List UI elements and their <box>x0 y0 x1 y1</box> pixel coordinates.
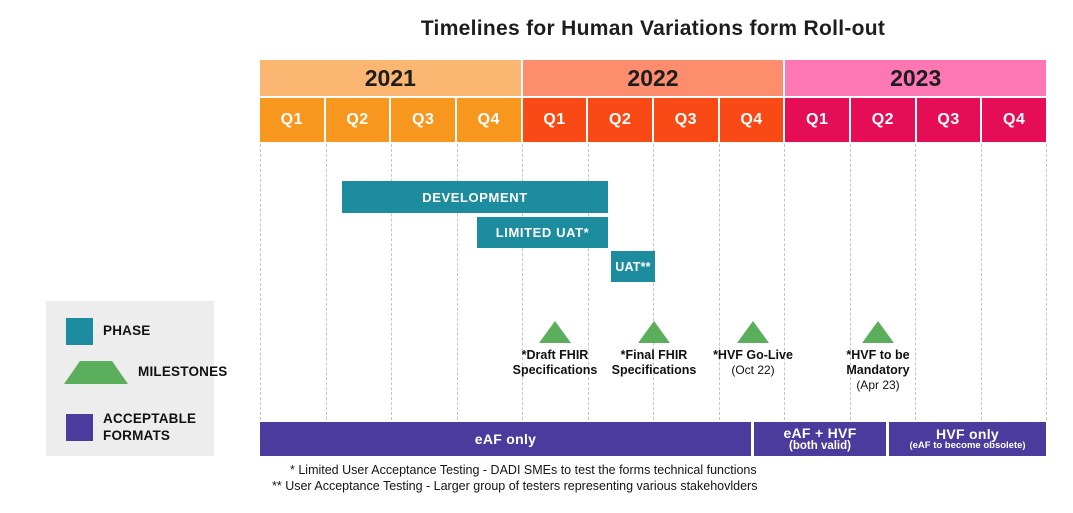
quarter-cell-2021-q1: Q1 <box>260 98 324 142</box>
formats-swatch-icon <box>66 414 93 442</box>
legend-item-phase: PHASE <box>66 318 151 345</box>
phase-bar-limited-uat: LIMITED UAT* <box>477 217 608 248</box>
page-title: Timelines for Human Variations form Roll… <box>420 17 886 40</box>
phase-bar-uat: UAT** <box>611 251 655 282</box>
year-header-2023: 2023 <box>785 60 1047 96</box>
milestone-triangle-icon <box>862 321 894 343</box>
phase-swatch-icon <box>66 318 93 345</box>
gridline <box>457 144 458 420</box>
quarter-cell-2021-q3: Q3 <box>391 98 456 142</box>
milestone-label-final-fhir: *Final FHIR Specifications <box>611 348 697 377</box>
gridline <box>719 144 720 420</box>
year-header-2022: 2022 <box>522 60 784 96</box>
legend: PHASE MILESTONES ACCEPTABLE FORMATS <box>46 301 227 456</box>
year-header-row: 2021 2022 2023 <box>260 60 1047 96</box>
quarter-cell-2021-q4: Q4 <box>457 98 521 142</box>
footnote-limited-uat: * Limited User Acceptance Testing - DADI… <box>290 463 757 477</box>
gridline <box>981 144 982 420</box>
milestone-triangle-icon <box>638 321 670 343</box>
gridline <box>784 144 785 420</box>
milestone-label-hvf-golive: *HVF Go-Live (Oct 22) <box>713 348 793 377</box>
milestone-label-draft-fhir: *Draft FHIR Specifications <box>512 348 598 377</box>
legend-item-formats: ACCEPTABLE FORMATS <box>66 411 196 445</box>
formats-segment-eaf-plus-hvf: eAF + HVF (both valid) <box>754 422 886 456</box>
gridline <box>391 144 392 420</box>
footnote-uat: ** User Acceptance Testing - Larger grou… <box>272 479 758 493</box>
quarter-cell-2023-q4: Q4 <box>982 98 1047 142</box>
legend-item-milestones: MILESTONES <box>64 361 228 384</box>
milestone-triangle-icon <box>737 321 769 343</box>
phase-bar-development: DEVELOPMENT <box>342 181 608 213</box>
gridline <box>653 144 654 420</box>
gridline <box>326 144 327 420</box>
legend-phase-label: PHASE <box>103 323 151 339</box>
quarter-cell-2021-q2: Q2 <box>325 98 390 142</box>
legend-formats-label: ACCEPTABLE FORMATS <box>103 411 197 443</box>
quarter-cell-2022-q3: Q3 <box>654 98 718 142</box>
quarter-cell-2022-q1: Q1 <box>522 98 587 142</box>
gridline <box>260 144 261 420</box>
year-header-2021: 2021 <box>260 60 521 96</box>
gridline <box>588 144 589 420</box>
gridline <box>522 144 523 420</box>
gridline <box>915 144 916 420</box>
formats-segment-eaf-only: eAF only <box>260 422 751 456</box>
gridline <box>850 144 851 420</box>
legend-milestones-label: MILESTONES <box>138 364 228 380</box>
quarter-cell-2023-q3: Q3 <box>916 98 981 142</box>
quarter-header-row: Q1 Q2 Q3 Q4 Q1 Q2 Q3 Q4 Q1 Q2 Q3 Q4 <box>260 98 1047 142</box>
formats-segment-hvf-only: HVF only (eAF to become obsolete) <box>889 422 1046 456</box>
milestone-triangle-icon <box>539 321 571 343</box>
quarter-cell-2023-q1: Q1 <box>785 98 850 142</box>
gridline <box>1046 144 1047 420</box>
quarter-cell-2022-q4: Q4 <box>719 98 784 142</box>
milestone-label-hvf-mandatory: *HVF to be Mandatory (Apr 23) <box>846 348 910 392</box>
quarter-cell-2022-q2: Q2 <box>588 98 653 142</box>
milestone-triangle-icon <box>64 361 128 384</box>
quarter-cell-2023-q2: Q2 <box>851 98 915 142</box>
